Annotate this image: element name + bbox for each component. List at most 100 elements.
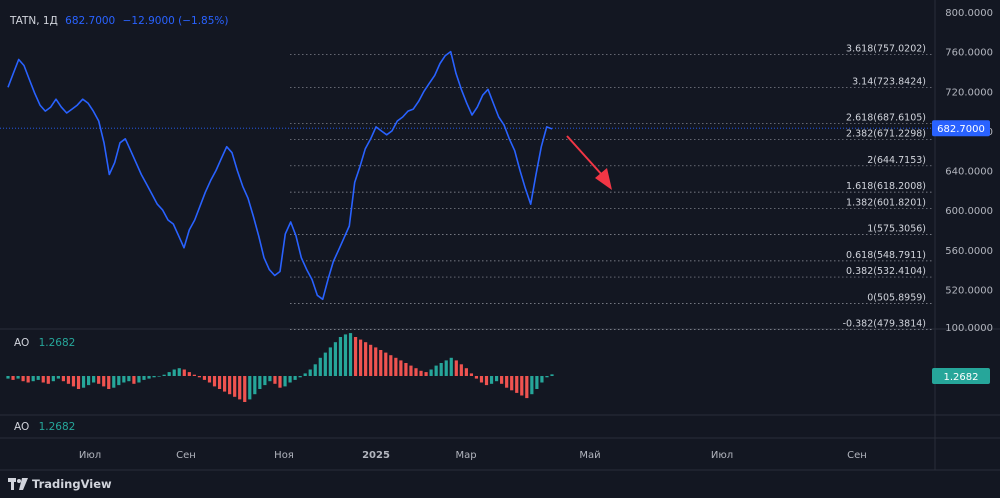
ao-bar [459,364,463,376]
ao-bar [489,376,494,384]
ao-bar [6,376,10,379]
ao-bar [333,342,338,376]
time-axis-tick: Май [579,450,600,461]
last-price-tag: 682.7000 [937,124,985,135]
ao-bar [102,376,106,387]
symbol-name: TATN, 1Д [10,15,58,27]
ao-bar [97,376,101,384]
ao-bar [384,352,388,376]
ao-bar [419,370,423,376]
ao-bar [520,376,524,396]
ao-bar [318,357,322,376]
ao-bar [278,376,282,388]
fibonacci-levels: 3.618(757.0202) 3.14(723.8424) 2.618(687.6… [290,44,932,330]
ao-bar [26,376,30,383]
ao-bar [293,376,297,380]
ao-value-tag: 1.2682 [944,372,979,383]
ao-bar [353,337,358,376]
ao-bar [238,376,242,400]
arrow-shaft [566,135,604,177]
axis-tags: 682.7000 1.2682 [932,120,990,384]
ao-bar [484,376,489,386]
ao-footer-label: AO [14,421,30,433]
ao-bar [187,372,191,376]
grid-lines [0,0,1000,471]
ao-bar [474,376,479,379]
ao-bar [36,376,40,380]
ao-bar [364,342,368,376]
ao-bar [273,376,277,384]
ao-bar [444,360,448,376]
ao-bar [479,376,484,383]
price-axis-tick: 640.0000 [945,167,993,178]
ao-bar [51,376,55,382]
fib-level-label: 0.618(548.7911) [846,250,926,261]
time-axis: Июл Сен Ноя 2025 Мар Май Июл Сен [79,450,867,461]
ao-bar [303,373,307,376]
ao-bar [172,369,176,376]
logo-text: TradingView [32,477,112,491]
ao-bar [343,334,348,376]
ao-bar [92,376,96,383]
ao-bar [16,376,20,379]
ao-bar [449,357,453,376]
ao-value-tag-bg [932,368,990,384]
ao-bar [338,337,343,376]
last-price: 682.7000 [65,15,116,27]
ao-bar [117,376,121,386]
time-axis-tick: Июл [79,450,101,461]
ao-bar [137,376,141,383]
ao-footer-legend[interactable]: AO 1.2682 [14,421,75,433]
ao-bar [122,376,126,383]
ao-bar [358,339,363,376]
ao-legend[interactable]: AO 1.2682 [14,337,75,349]
price-series [7,50,553,301]
ao-bar [46,376,50,384]
ao-bar [127,376,131,382]
price-line [7,50,553,301]
ao-bar [56,376,60,379]
ao-bar [248,376,252,400]
ao-bar [253,376,257,395]
time-axis-tick: Ноя [274,450,294,461]
time-axis-tick: Мар [455,450,476,461]
price-axis-tick: 560.0000 [945,246,993,257]
ao-bar [389,355,393,376]
ao-bar [394,357,398,376]
ao-bar [505,376,509,388]
ao-bar [298,376,302,378]
ao-bar [76,376,81,389]
ao-bar [540,376,544,383]
ao-bar [167,372,171,376]
ao-bar [157,376,161,377]
ao-bar [510,376,514,391]
symbol-legend[interactable]: TATN, 1Д 682.7000 −12.9000 (−1.85%) [10,15,229,27]
ao-bar [162,374,166,376]
ao-bar [152,376,156,378]
price-axis-tick: 760.0000 [945,48,993,59]
down-arrow-annotation [566,135,612,190]
ao-bar [379,350,383,376]
ao-bar [313,364,317,376]
ao-bar [263,376,267,386]
ao-bar [21,376,25,382]
last-price-tag-bg [932,120,990,137]
ao-bar [212,376,217,387]
ao-bar [233,376,237,397]
price-axis-tick: 600.0000 [945,206,993,217]
time-axis-tick: 2025 [362,450,390,461]
ao-bar [107,376,111,389]
arrow-head [595,168,612,190]
ao-label: AO [14,337,30,349]
fib-level-label: 0.382(532.4104) [846,266,926,277]
fib-level-label: 0(505.8959) [867,292,926,303]
ao-bar [31,376,35,382]
ao-bar [222,376,227,392]
ao-bar [535,376,539,389]
ao-bar [399,360,403,376]
ao-bar [61,376,66,382]
fib-level-label: 1.618(618.2008) [846,181,926,192]
ao-bar [81,376,86,388]
tradingview-logo[interactable]: TradingView [8,476,112,492]
